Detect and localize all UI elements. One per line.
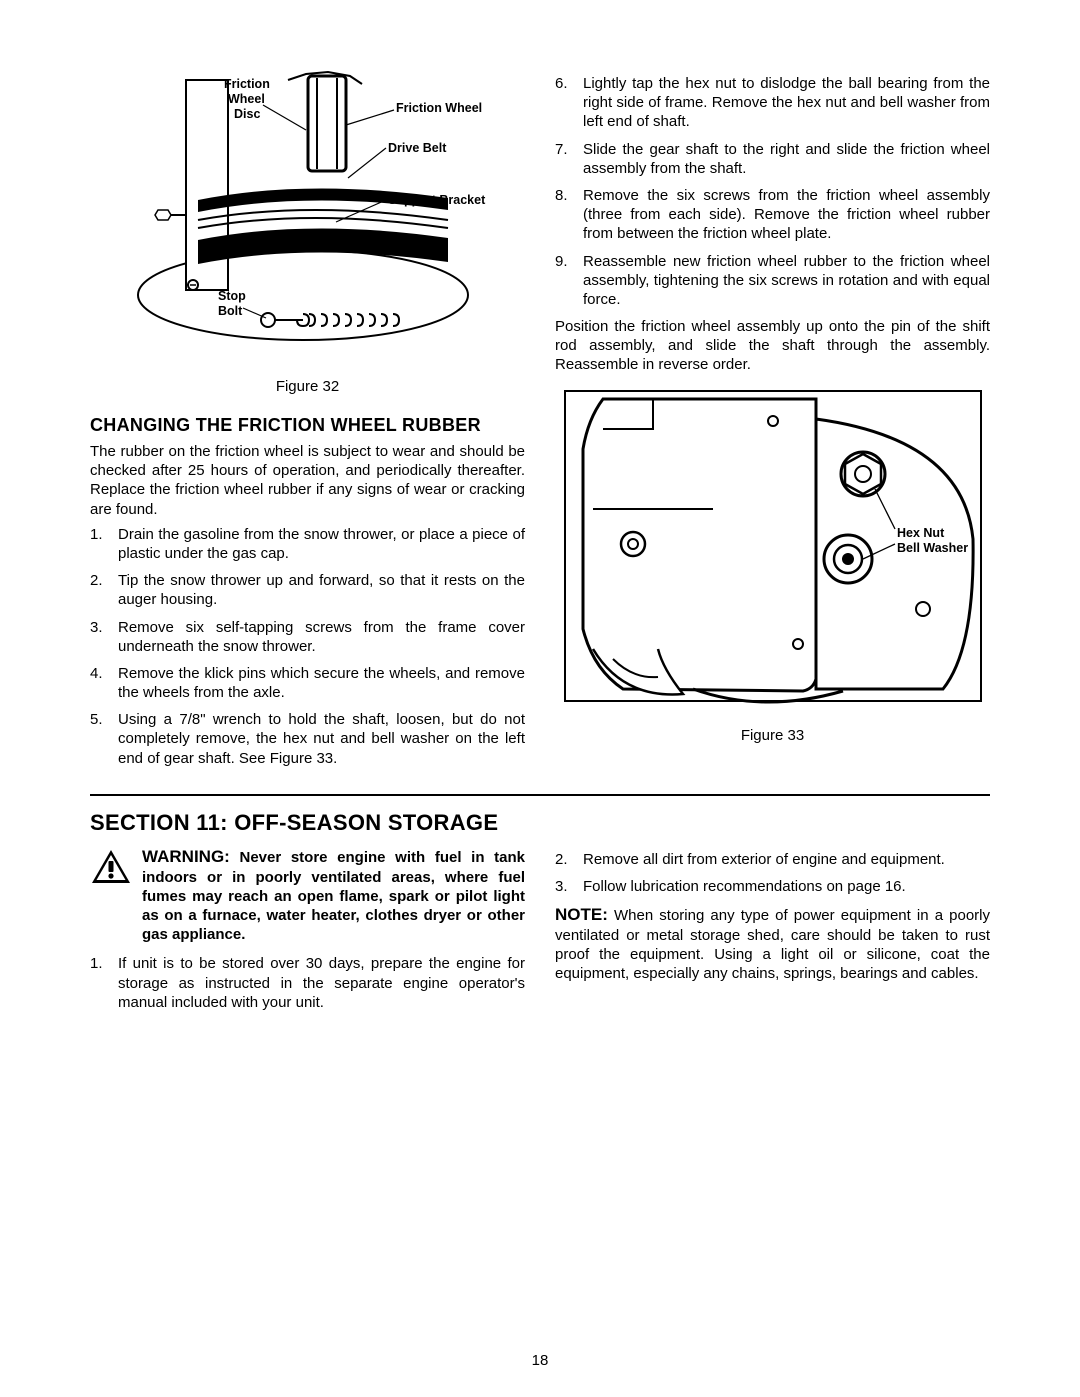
storage-right-list: Remove all dirt from exterior of engine …: [555, 850, 990, 896]
steps-left-list: Drain the gasoline from the snow thrower…: [90, 525, 525, 768]
svg-text:Bell Washer: Bell Washer: [897, 541, 968, 555]
step-1: Drain the gasoline from the snow thrower…: [90, 525, 525, 563]
step-4: Remove the klick pins which secure the w…: [90, 664, 525, 702]
svg-text:Disc: Disc: [234, 107, 260, 121]
figure-33-caption: Figure 33: [555, 727, 990, 744]
upper-columns: Friction Wheel Disc Friction Wheel Drive…: [90, 70, 990, 776]
figure-32-caption: Figure 32: [90, 378, 525, 395]
intro-paragraph: The rubber on the friction wheel is subj…: [90, 442, 525, 519]
heading-change-friction: CHANGING THE FRICTION WHEEL RUBBER: [90, 415, 525, 436]
figure-33: Hex Nut Bell Washer Figure 33: [555, 389, 990, 744]
warning-icon: [90, 848, 132, 886]
warning-block: WARNING: Never store engine with fuel in…: [90, 846, 525, 945]
step-3: Remove six self-tapping screws from the …: [90, 618, 525, 656]
svg-text:Wheel: Wheel: [228, 92, 265, 106]
svg-text:Friction Wheel: Friction Wheel: [396, 101, 482, 115]
left-column: Friction Wheel Disc Friction Wheel Drive…: [90, 70, 525, 776]
page-number: 18: [0, 1352, 1080, 1369]
note-lead: NOTE:: [555, 905, 608, 924]
section-divider: [90, 794, 990, 796]
warning-text: WARNING: Never store engine with fuel in…: [142, 846, 525, 945]
step-5: Using a 7/8" wrench to hold the shaft, l…: [90, 710, 525, 768]
svg-text:Hex Nut: Hex Nut: [897, 526, 945, 540]
storage-left-list: If unit is to be stored over 30 days, pr…: [90, 954, 525, 1012]
step-9: Reassemble new friction wheel rubber to …: [555, 252, 990, 310]
warning-lead: WARNING:: [142, 847, 230, 866]
step-2: Tip the snow thrower up and forward, so …: [90, 571, 525, 609]
step-7: Slide the gear shaft to the right and sl…: [555, 140, 990, 178]
section-11-title: SECTION 11: OFF-SEASON STORAGE: [90, 810, 990, 836]
right-column: Lightly tap the hex nut to dislodge the …: [555, 70, 990, 776]
svg-text:Friction: Friction: [224, 77, 270, 91]
lower-left-column: WARNING: Never store engine with fuel in…: [90, 846, 525, 1020]
figure-33-svg: Hex Nut Bell Washer: [563, 389, 983, 719]
svg-text:Drive Belt: Drive Belt: [388, 141, 447, 155]
step-8: Remove the six screws from the friction …: [555, 186, 990, 244]
lower-columns: WARNING: Never store engine with fuel in…: [90, 846, 990, 1020]
note-body: When storing any type of power equipment…: [555, 907, 990, 982]
storage-step-1: If unit is to be stored over 30 days, pr…: [90, 954, 525, 1012]
closing-paragraph: Position the friction wheel assembly up …: [555, 317, 990, 375]
storage-step-3: Follow lubrication recommendations on pa…: [555, 877, 990, 896]
step-6: Lightly tap the hex nut to dislodge the …: [555, 74, 990, 132]
page-content: Friction Wheel Disc Friction Wheel Drive…: [90, 70, 990, 1020]
steps-right-list: Lightly tap the hex nut to dislodge the …: [555, 74, 990, 309]
figure-32-svg: Friction Wheel Disc Friction Wheel Drive…: [128, 70, 488, 370]
svg-text:Bolt: Bolt: [218, 304, 243, 318]
note-paragraph: NOTE: When storing any type of power equ…: [555, 904, 990, 983]
storage-step-2: Remove all dirt from exterior of engine …: [555, 850, 990, 869]
figure-32: Friction Wheel Disc Friction Wheel Drive…: [90, 70, 525, 395]
svg-text:Support Bracket: Support Bracket: [388, 193, 486, 207]
svg-text:Stop: Stop: [218, 289, 246, 303]
lower-right-column: Remove all dirt from exterior of engine …: [555, 846, 990, 1020]
